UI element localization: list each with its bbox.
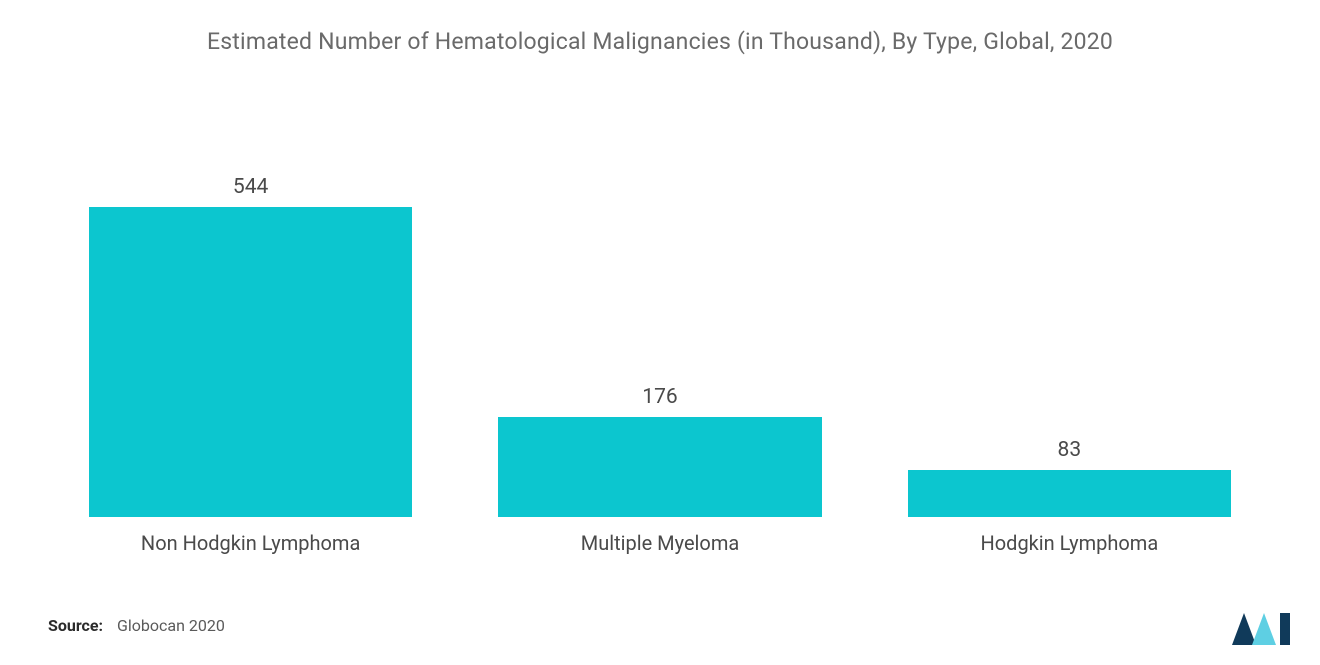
bar-value-1: 176	[642, 385, 677, 409]
bar-0	[89, 207, 413, 517]
bar-1	[498, 417, 822, 517]
bar-group-2: 83 Hodgkin Lymphoma	[877, 438, 1262, 555]
bar-value-2: 83	[1058, 438, 1082, 462]
chart-plot-area: 544 Non Hodgkin Lymphoma 176 Multiple My…	[48, 115, 1272, 555]
source-attribution: Source: Globocan 2020	[48, 616, 225, 635]
bar-label-2: Hodgkin Lymphoma	[980, 531, 1158, 555]
bar-label-0: Non Hodgkin Lymphoma	[141, 531, 360, 555]
bar-value-0: 544	[233, 175, 268, 199]
source-label: Source:	[48, 616, 103, 635]
bar-group-0: 544 Non Hodgkin Lymphoma	[58, 175, 443, 555]
bar-2	[908, 470, 1232, 517]
bar-group-1: 176 Multiple Myeloma	[467, 385, 852, 555]
chart-title: Estimated Number of Hematological Malign…	[48, 28, 1272, 55]
source-text: Globocan 2020	[117, 616, 225, 635]
brand-logo-icon	[1230, 609, 1292, 647]
bar-label-1: Multiple Myeloma	[581, 531, 740, 555]
